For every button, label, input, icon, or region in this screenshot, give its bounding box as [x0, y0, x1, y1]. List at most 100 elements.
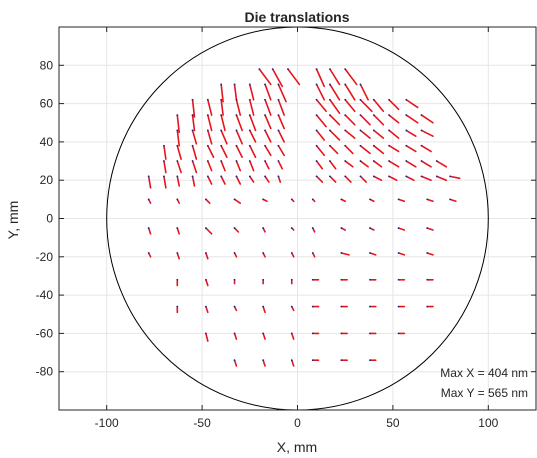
translation-vector — [264, 98, 272, 116]
vector-tail — [176, 175, 179, 178]
vector-tail — [271, 68, 274, 71]
x-axis-label: X, mm — [277, 439, 317, 455]
vector-tail — [176, 305, 179, 308]
translation-vector — [249, 175, 255, 183]
vector-tail — [287, 68, 289, 71]
vector-tail — [426, 252, 429, 254]
vector-tail — [372, 98, 375, 101]
translation-vector — [405, 144, 417, 153]
vector-tail — [329, 68, 331, 71]
translation-vector — [405, 129, 417, 137]
vector-tail — [329, 144, 331, 147]
translation-vector — [388, 144, 400, 153]
vector-tail — [426, 305, 429, 308]
vector-tail — [235, 98, 238, 101]
vector-tail — [264, 144, 266, 147]
translation-vector — [205, 332, 209, 342]
translation-vector — [176, 160, 182, 174]
vector-tail — [205, 252, 207, 254]
translation-vector — [329, 144, 339, 155]
vector-tail — [397, 305, 400, 308]
translation-vector — [359, 144, 371, 155]
translation-vector — [426, 198, 434, 203]
translation-vector — [176, 129, 181, 147]
translation-vector — [315, 175, 324, 183]
translation-vector — [176, 175, 181, 187]
translation-vector — [315, 98, 327, 113]
translation-vector — [397, 252, 406, 256]
translation-vector — [435, 160, 448, 168]
translation-vector — [205, 305, 209, 314]
translation-vector — [233, 359, 238, 367]
translation-vector — [191, 98, 196, 118]
translation-vector — [264, 160, 270, 170]
vector-tail — [248, 83, 251, 86]
axis-ticks: -100 -50 0 50 100 -80 -60 -40 -20 0 20 40 60 80 — [36, 27, 536, 430]
vector-tail — [176, 114, 179, 116]
translation-vector — [420, 175, 432, 181]
vector-tail — [262, 332, 265, 335]
vector-tail — [426, 278, 429, 281]
translation-vector — [359, 129, 371, 139]
vector-tail — [248, 114, 251, 116]
max-y-annotation: Max Y = 565 nm — [441, 386, 528, 400]
vector-tail — [315, 129, 318, 132]
vector-tail — [235, 175, 238, 178]
vector-tail — [220, 160, 223, 162]
vector-tail — [311, 305, 314, 308]
vector-tail — [344, 129, 347, 132]
vector-field — [147, 68, 461, 367]
max-x-annotation: Max X = 404 nm — [440, 366, 528, 380]
vector-tail — [372, 114, 375, 116]
vector-tail — [248, 160, 251, 162]
vector-tail — [163, 160, 165, 162]
translation-vector — [420, 144, 432, 153]
vector-tail — [449, 198, 452, 201]
vector-tail — [147, 198, 150, 201]
translation-vector — [264, 129, 272, 143]
vector-tail — [315, 175, 318, 178]
vector-tail — [397, 332, 400, 335]
vector-tail — [311, 359, 314, 362]
translation-vector — [359, 98, 373, 113]
translation-vector — [397, 227, 406, 231]
vector-tail — [233, 227, 236, 229]
vector-tail — [369, 332, 371, 335]
vector-tail — [290, 332, 293, 335]
vector-tail — [264, 98, 266, 101]
translation-vector — [249, 129, 257, 143]
x-tick-label: 100 — [478, 416, 498, 430]
translation-vector — [340, 252, 350, 256]
vector-tail — [388, 144, 390, 147]
vector-tail — [405, 114, 408, 116]
translation-vector — [262, 359, 266, 367]
translation-vector — [420, 114, 434, 124]
vector-tail — [206, 144, 209, 147]
x-tick-label: -50 — [193, 416, 211, 430]
vector-tail — [449, 175, 452, 178]
vector-tail — [420, 114, 423, 116]
translation-vector — [290, 332, 295, 340]
vector-tail — [191, 129, 194, 132]
vector-tail — [235, 160, 238, 162]
vector-tail — [176, 252, 179, 254]
vector-tail — [277, 83, 280, 86]
translation-vector — [277, 129, 285, 143]
y-tick-label: -40 — [36, 288, 54, 302]
vector-tail — [163, 175, 165, 178]
vector-tail — [397, 252, 400, 254]
vector-tail — [420, 175, 423, 178]
x-tick-label: 50 — [386, 416, 400, 430]
translation-vector — [233, 227, 240, 233]
vector-tail — [176, 129, 179, 132]
vector-tail — [220, 98, 223, 101]
translation-vector — [249, 83, 255, 101]
grid-lines — [59, 27, 536, 410]
vector-tail — [220, 144, 223, 147]
vector-tail — [372, 175, 375, 178]
translation-vector — [344, 129, 356, 139]
translation-vector — [262, 305, 266, 314]
translation-vector — [329, 129, 341, 141]
vector-tail — [405, 160, 408, 162]
vector-tail — [420, 129, 423, 132]
